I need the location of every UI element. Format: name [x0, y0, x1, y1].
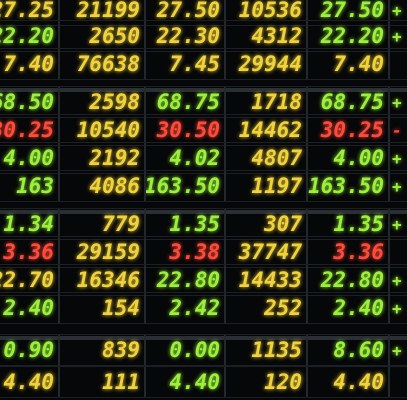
price-cell: 68.75 — [146, 87, 226, 117]
price-cell: 2.40 — [308, 293, 390, 323]
change-indicator: + — [392, 176, 402, 196]
price-cell: 27.50 — [308, 0, 390, 25]
change-indicator: + — [392, 148, 402, 168]
price-cell: 163 — [0, 171, 60, 201]
ticker-row: 4.00 2192 4.02 4807 4.00 + — [0, 142, 407, 174]
price-cell: 29944 — [226, 49, 308, 79]
price-cell: 3.36 — [308, 237, 390, 267]
ticker-row: 2.40 154 2.42 252 2.40 + — [0, 292, 407, 324]
price-cell: 2650 — [60, 21, 146, 51]
price-cell: 4.40 — [0, 367, 60, 397]
change-indicator — [390, 367, 407, 397]
price-cell: 22.80 — [146, 265, 226, 295]
price-cell: 4312 — [226, 21, 308, 51]
price-cell: 21199 — [60, 0, 146, 25]
price-cell: 2192 — [60, 143, 146, 173]
price-cell: 4.40 — [308, 367, 390, 397]
group-separator — [0, 88, 407, 92]
price-cell: 22.20 — [0, 21, 60, 51]
price-cell: 4.40 — [146, 367, 226, 397]
price-cell: 68.50 — [0, 87, 60, 117]
price-cell: 839 — [60, 335, 146, 365]
change-indicator: + — [392, 92, 402, 112]
price-cell: 27.25 — [0, 0, 60, 25]
price-cell: 22.70 — [0, 265, 60, 295]
group-separator — [0, 210, 407, 214]
price-cell: 30.50 — [146, 115, 226, 145]
change-indicator: + — [392, 298, 402, 318]
price-cell: 111 — [60, 367, 146, 397]
price-cell: 163.50 — [146, 171, 226, 201]
price-cell: 4.00 — [308, 143, 390, 173]
price-cell: 22.20 — [308, 21, 390, 51]
price-cell: 3.38 — [146, 237, 226, 267]
change-indicator: - — [392, 120, 402, 140]
price-cell: 1718 — [226, 87, 308, 117]
price-cell: 4086 — [60, 171, 146, 201]
price-cell: 14433 — [226, 265, 308, 295]
price-cell: 154 — [60, 293, 146, 323]
ticker-row: 163 4086 163.50 1197 163.50 + — [0, 170, 407, 202]
price-cell: 252 — [226, 293, 308, 323]
price-cell: 29159 — [60, 237, 146, 267]
price-cell: 2.42 — [146, 293, 226, 323]
price-cell: 22.80 — [308, 265, 390, 295]
change-indicator: + — [392, 270, 402, 290]
price-cell: 4.02 — [146, 143, 226, 173]
price-cell: 7.45 — [146, 49, 226, 79]
price-cell: 1.34 — [0, 209, 60, 239]
price-cell: 27.50 — [146, 0, 226, 25]
price-cell: 30.25 — [0, 115, 60, 145]
price-cell: 120 — [226, 367, 308, 397]
change-indicator — [390, 237, 407, 267]
price-cell: 7.40 — [0, 49, 60, 79]
price-cell: 307 — [226, 209, 308, 239]
ticker-row: 0.90 839 0.00 1135 8.60 + — [0, 334, 407, 366]
price-cell: 1.35 — [146, 209, 226, 239]
change-indicator — [390, 49, 407, 79]
price-cell: 10536 — [226, 0, 308, 25]
change-indicator: + — [392, 340, 402, 360]
ticker-row: 7.40 76638 7.45 29944 7.40 — [0, 48, 407, 80]
group-separator — [0, 336, 407, 340]
price-cell: 4807 — [226, 143, 308, 173]
ticker-row: 1.34 779 1.35 307 1.35 + — [0, 208, 407, 240]
price-cell: 22.30 — [146, 21, 226, 51]
price-cell: 16346 — [60, 265, 146, 295]
price-cell: 10540 — [60, 115, 146, 145]
price-cell: 14462 — [226, 115, 308, 145]
price-cell: 30.25 — [308, 115, 390, 145]
price-cell: 37747 — [226, 237, 308, 267]
change-indicator: + — [392, 0, 402, 20]
change-indicator: + — [392, 26, 402, 46]
price-cell: 0.90 — [0, 335, 60, 365]
price-cell: 3.36 — [0, 237, 60, 267]
price-cell: 2.40 — [0, 293, 60, 323]
price-cell: 4.00 — [0, 143, 60, 173]
price-cell: 779 — [60, 209, 146, 239]
price-cell: 163.50 — [308, 171, 390, 201]
price-cell: 1135 — [226, 335, 308, 365]
price-cell: 1.35 — [308, 209, 390, 239]
price-cell: 2598 — [60, 87, 146, 117]
price-cell: 68.75 — [308, 87, 390, 117]
price-cell: 1197 — [226, 171, 308, 201]
ticker-row: 4.40 111 4.40 120 4.40 — [0, 366, 407, 398]
ticker-row: 3.36 29159 3.38 37747 3.36 — [0, 236, 407, 268]
change-indicator: + — [392, 214, 402, 234]
price-cell: 7.40 — [308, 49, 390, 79]
price-cell: 8.60 — [308, 335, 390, 365]
price-cell: 0.00 — [146, 335, 226, 365]
price-cell: 76638 — [60, 49, 146, 79]
